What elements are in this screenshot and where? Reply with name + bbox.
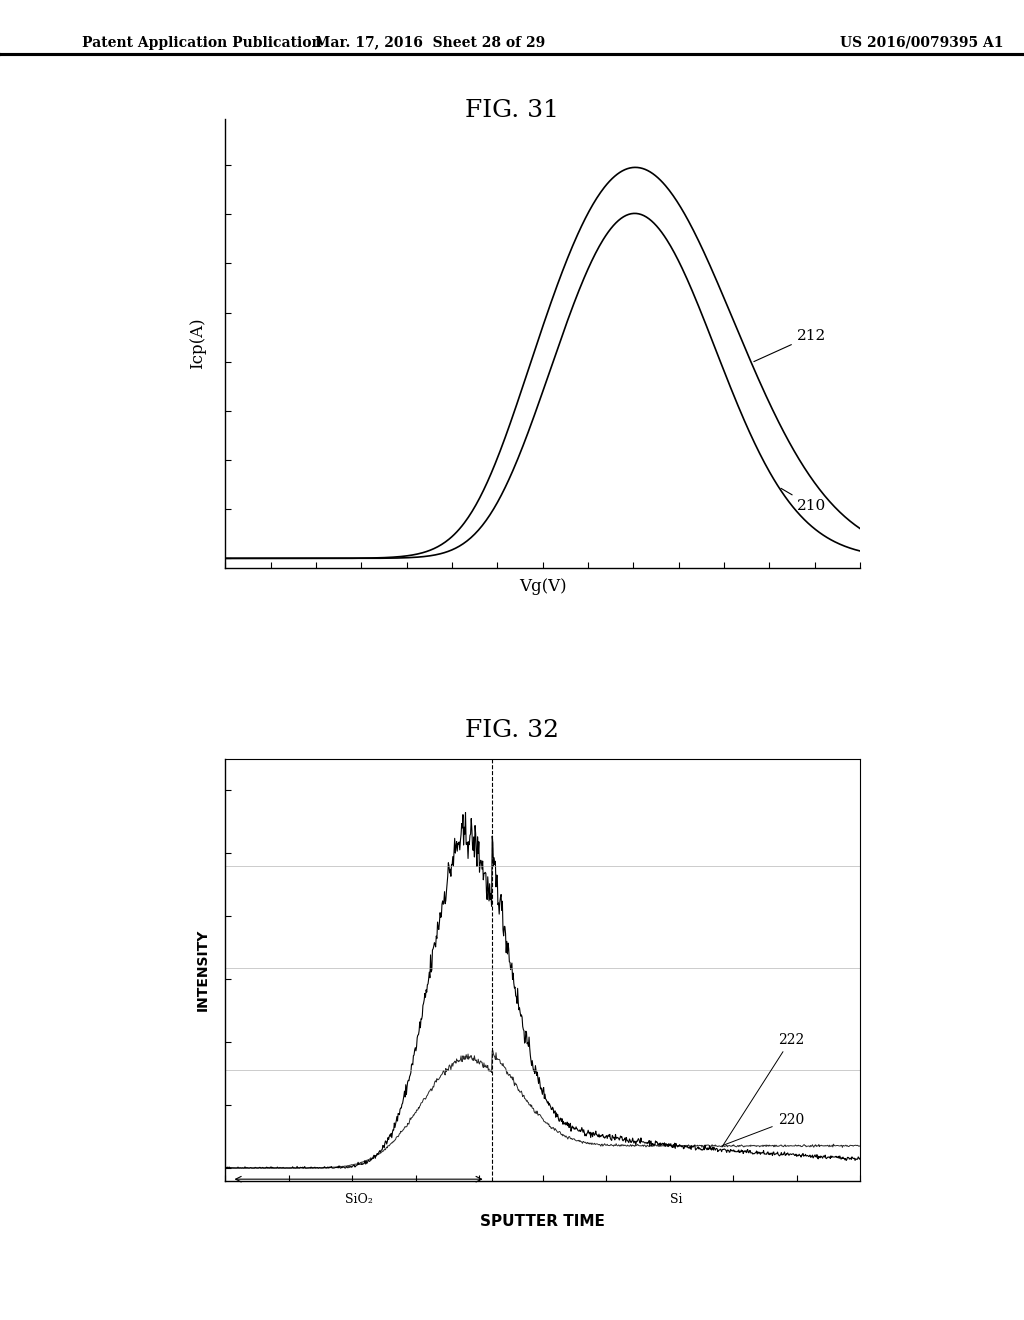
Text: Mar. 17, 2016  Sheet 28 of 29: Mar. 17, 2016 Sheet 28 of 29 [315,36,545,50]
Text: FIG. 32: FIG. 32 [465,719,559,742]
Text: Patent Application Publication: Patent Application Publication [82,36,322,50]
Text: FIG. 31: FIG. 31 [465,99,559,121]
Text: 212: 212 [754,329,826,362]
Y-axis label: INTENSITY: INTENSITY [196,929,209,1011]
Text: US 2016/0079395 A1: US 2016/0079395 A1 [840,36,1004,50]
Text: 220: 220 [723,1113,804,1146]
X-axis label: Vg(V): Vg(V) [519,578,566,595]
Text: Si: Si [670,1192,682,1205]
Text: 210: 210 [781,488,826,513]
Text: 222: 222 [722,1032,804,1147]
Y-axis label: Icp(A): Icp(A) [189,317,207,370]
X-axis label: SPUTTER TIME: SPUTTER TIME [480,1214,605,1229]
Text: SiO₂: SiO₂ [345,1192,373,1205]
